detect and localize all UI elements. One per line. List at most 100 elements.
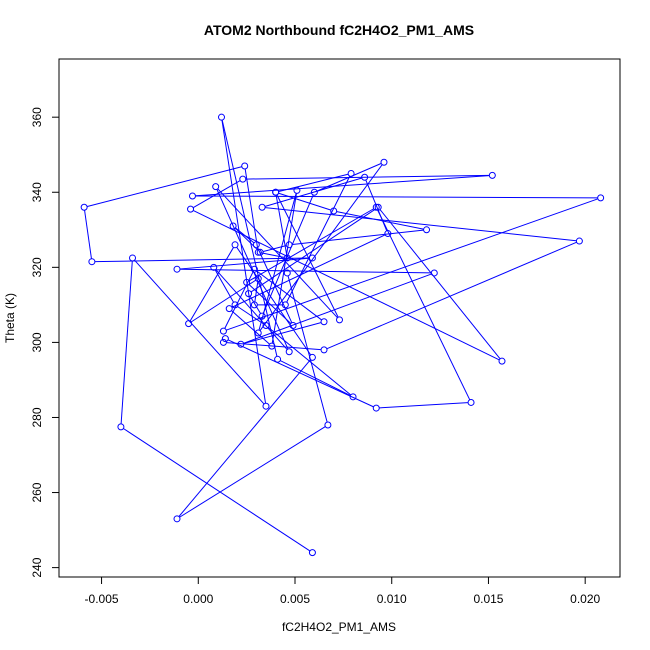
- series-segment: [193, 210, 500, 361]
- series-segment: [123, 428, 311, 552]
- data-point: [262, 322, 270, 330]
- series-segment: [265, 207, 577, 242]
- series-segment: [336, 211, 424, 230]
- x-axis-label: fC2H4O2_PM1_AMS: [282, 620, 396, 634]
- series-points: [80, 113, 605, 557]
- series-segment: [191, 279, 256, 323]
- data-point: [256, 248, 264, 256]
- data-point: [237, 340, 245, 348]
- series-segment: [276, 194, 339, 318]
- data-point: [243, 278, 251, 286]
- series-segment: [231, 310, 270, 345]
- series-segment: [120, 261, 133, 424]
- series-segment: [217, 188, 338, 318]
- series-segment: [278, 173, 349, 192]
- series-lines: [84, 120, 598, 552]
- data-point: [308, 549, 316, 557]
- data-point: [308, 353, 316, 361]
- data-point: [229, 222, 237, 230]
- data-point: [347, 169, 355, 177]
- series-segment: [134, 259, 265, 405]
- series-segment: [258, 193, 297, 331]
- series-segment: [236, 247, 312, 356]
- series-segment: [195, 175, 490, 197]
- data-point: [219, 327, 227, 335]
- series-segment: [278, 192, 331, 211]
- data-point: [217, 113, 225, 121]
- series-segment: [263, 245, 287, 252]
- data-point: [250, 265, 258, 273]
- data-point: [129, 254, 137, 262]
- data-point: [117, 423, 125, 431]
- data-point: [384, 230, 392, 238]
- data-point: [245, 290, 253, 298]
- series-segment: [249, 296, 261, 314]
- y-tick-label: 320: [30, 257, 44, 277]
- series-segment: [195, 195, 598, 199]
- data-point: [488, 171, 496, 179]
- x-tick-label: 0.015: [473, 592, 503, 606]
- y-tick-label: 240: [30, 557, 44, 577]
- data-point: [254, 248, 262, 256]
- series-segment: [261, 252, 285, 258]
- data-point: [185, 320, 193, 328]
- data-point: [252, 241, 260, 249]
- series-segment: [237, 306, 264, 325]
- data-point: [372, 404, 380, 412]
- series-segment: [179, 426, 326, 518]
- data-point: [320, 346, 328, 354]
- data-point: [289, 322, 297, 330]
- series-segment: [95, 257, 310, 263]
- series-segment: [287, 275, 328, 423]
- data-point: [575, 237, 583, 245]
- data-point: [88, 258, 96, 266]
- data-point: [361, 173, 369, 181]
- chart-title: ATOM2 Northbound fC2H4O2_PM1_AMS: [204, 22, 474, 38]
- x-tick-label: 0.020: [570, 592, 600, 606]
- data-point: [210, 263, 218, 271]
- series-segment: [215, 269, 288, 350]
- series-segment: [180, 257, 310, 270]
- series-segment: [259, 164, 383, 331]
- x-tick-label: -0.005: [85, 592, 119, 606]
- data-point: [423, 226, 431, 234]
- data-point: [188, 192, 196, 200]
- data-point: [231, 241, 239, 249]
- series-segment: [249, 208, 374, 282]
- series-segment: [244, 169, 259, 250]
- data-point: [330, 207, 338, 215]
- series-segment: [271, 193, 297, 344]
- data-point: [231, 301, 239, 309]
- y-tick-label: 360: [30, 107, 44, 127]
- series-segment: [292, 229, 424, 245]
- data-point: [285, 348, 293, 356]
- y-tick-label: 260: [30, 482, 44, 502]
- data-point: [349, 393, 357, 401]
- series-segment: [228, 339, 374, 408]
- series-segment: [243, 273, 432, 344]
- series-segment: [84, 210, 92, 259]
- data-point: [283, 269, 291, 277]
- data-point: [187, 205, 195, 213]
- data-point: [597, 194, 605, 202]
- series-segment: [262, 195, 314, 314]
- data-point: [225, 305, 233, 313]
- y-tick-label: 300: [30, 332, 44, 352]
- data-point: [274, 355, 282, 363]
- series-segment: [87, 166, 242, 207]
- series-segment: [256, 270, 322, 321]
- data-point: [283, 254, 291, 262]
- series-segment: [379, 209, 501, 359]
- data-point: [324, 421, 332, 429]
- series-segment: [231, 234, 386, 308]
- data-point: [374, 203, 382, 211]
- data-point: [308, 254, 316, 262]
- plot-frame: [58, 58, 621, 578]
- y-tick-label: 340: [30, 182, 44, 202]
- data-point: [173, 515, 181, 523]
- data-point: [498, 357, 506, 365]
- data-point: [80, 203, 88, 211]
- series-segment: [178, 359, 311, 517]
- data-point: [268, 342, 276, 350]
